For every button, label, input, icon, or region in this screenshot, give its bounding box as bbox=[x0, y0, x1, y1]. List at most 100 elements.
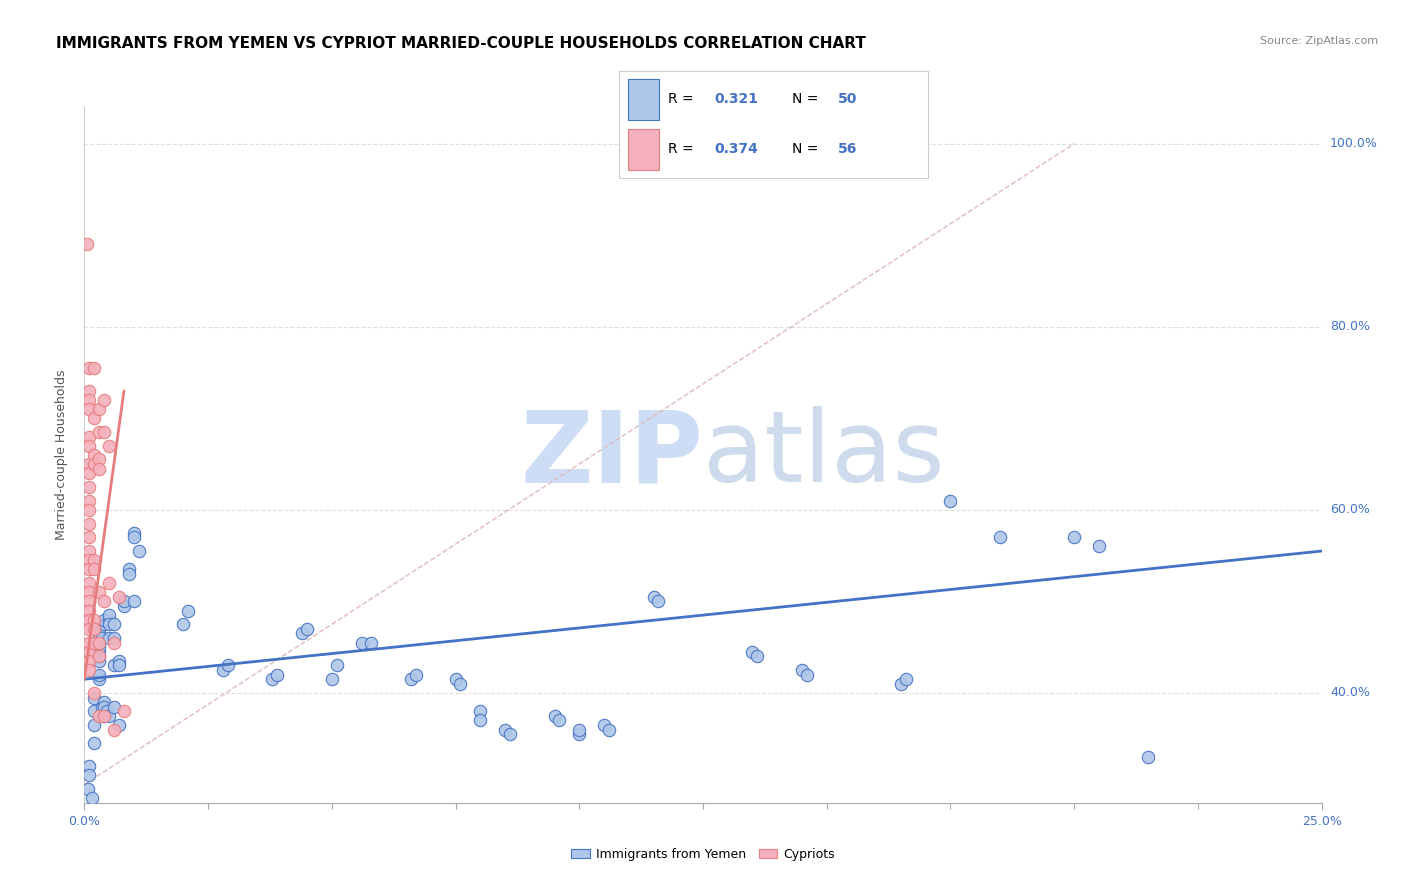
Text: 50: 50 bbox=[838, 92, 858, 106]
Point bbox=[89, 672, 111, 686]
Point bbox=[108, 590, 131, 604]
Point bbox=[83, 635, 105, 649]
Point bbox=[96, 704, 118, 718]
Point bbox=[79, 361, 101, 376]
Point bbox=[79, 480, 101, 494]
Legend: Immigrants from Yemen, Cypriots: Immigrants from Yemen, Cypriots bbox=[565, 843, 841, 866]
Point bbox=[548, 714, 571, 728]
Text: Source: ZipAtlas.com: Source: ZipAtlas.com bbox=[1260, 36, 1378, 45]
Point bbox=[83, 718, 105, 732]
Point bbox=[1137, 750, 1160, 764]
Point bbox=[89, 402, 111, 417]
Point bbox=[112, 599, 135, 613]
Point bbox=[79, 562, 101, 576]
Point bbox=[470, 714, 492, 728]
Point bbox=[83, 411, 105, 425]
Point bbox=[295, 622, 318, 636]
Text: 100.0%: 100.0% bbox=[1330, 137, 1378, 150]
Text: 56: 56 bbox=[838, 143, 858, 156]
Point bbox=[83, 622, 105, 636]
Point bbox=[1063, 530, 1085, 544]
Point bbox=[79, 384, 101, 398]
Point bbox=[89, 626, 111, 640]
Point bbox=[98, 576, 121, 591]
Text: 40.0%: 40.0% bbox=[1330, 687, 1369, 699]
Point bbox=[93, 613, 115, 627]
Point bbox=[79, 544, 101, 558]
Point bbox=[598, 723, 620, 737]
Point bbox=[89, 585, 111, 599]
Point bbox=[796, 667, 818, 681]
Point bbox=[321, 672, 343, 686]
Point bbox=[83, 361, 105, 376]
Point bbox=[450, 677, 472, 691]
Point bbox=[79, 429, 101, 443]
Point bbox=[103, 658, 125, 673]
Point bbox=[79, 603, 101, 617]
Point bbox=[79, 530, 101, 544]
Point bbox=[90, 699, 112, 714]
Point bbox=[1088, 540, 1111, 554]
Point bbox=[79, 439, 101, 453]
Point bbox=[98, 613, 121, 627]
Point bbox=[98, 617, 121, 632]
Point bbox=[103, 631, 125, 645]
Point bbox=[122, 530, 145, 544]
Point bbox=[79, 594, 101, 608]
Point bbox=[890, 677, 912, 691]
Point bbox=[79, 635, 101, 649]
Point bbox=[93, 425, 115, 439]
Point bbox=[89, 654, 111, 668]
Point bbox=[79, 759, 101, 773]
Point bbox=[568, 723, 591, 737]
Point bbox=[98, 631, 121, 645]
Point bbox=[326, 658, 349, 673]
Point bbox=[89, 635, 111, 649]
Point bbox=[747, 649, 769, 664]
Point bbox=[108, 718, 131, 732]
Point bbox=[83, 704, 105, 718]
Point bbox=[103, 699, 125, 714]
Point bbox=[76, 237, 98, 252]
Point bbox=[79, 503, 101, 517]
Y-axis label: Married-couple Households: Married-couple Households bbox=[55, 369, 69, 541]
Point bbox=[89, 622, 111, 636]
Point bbox=[217, 658, 239, 673]
Point bbox=[108, 658, 131, 673]
Point bbox=[122, 594, 145, 608]
Text: IMMIGRANTS FROM YEMEN VS CYPRIOT MARRIED-COUPLE HOUSEHOLDS CORRELATION CHART: IMMIGRANTS FROM YEMEN VS CYPRIOT MARRIED… bbox=[56, 36, 866, 51]
Point bbox=[177, 603, 200, 617]
Point bbox=[405, 667, 427, 681]
Text: 60.0%: 60.0% bbox=[1330, 503, 1369, 516]
Point bbox=[89, 635, 111, 649]
Point bbox=[79, 768, 101, 782]
Point bbox=[112, 594, 135, 608]
Point bbox=[291, 626, 314, 640]
Text: N =: N = bbox=[792, 92, 818, 106]
Point bbox=[83, 686, 105, 700]
Point bbox=[89, 667, 111, 681]
Point bbox=[79, 622, 101, 636]
Point bbox=[894, 672, 917, 686]
Point bbox=[83, 562, 105, 576]
Point bbox=[79, 553, 101, 567]
Point bbox=[83, 553, 105, 567]
Point bbox=[399, 672, 422, 686]
Text: R =: R = bbox=[668, 92, 693, 106]
Point bbox=[103, 617, 125, 632]
Point bbox=[77, 782, 100, 797]
Point bbox=[89, 640, 111, 655]
Point bbox=[112, 704, 135, 718]
Point bbox=[89, 645, 111, 659]
Point bbox=[93, 708, 115, 723]
Point bbox=[79, 402, 101, 417]
Point bbox=[108, 654, 131, 668]
Point bbox=[470, 704, 492, 718]
Point bbox=[98, 708, 121, 723]
Text: 0.321: 0.321 bbox=[714, 92, 758, 106]
Point bbox=[741, 645, 763, 659]
Text: 80.0%: 80.0% bbox=[1330, 320, 1369, 334]
Point bbox=[79, 493, 101, 508]
Point bbox=[647, 594, 669, 608]
Point bbox=[93, 594, 115, 608]
